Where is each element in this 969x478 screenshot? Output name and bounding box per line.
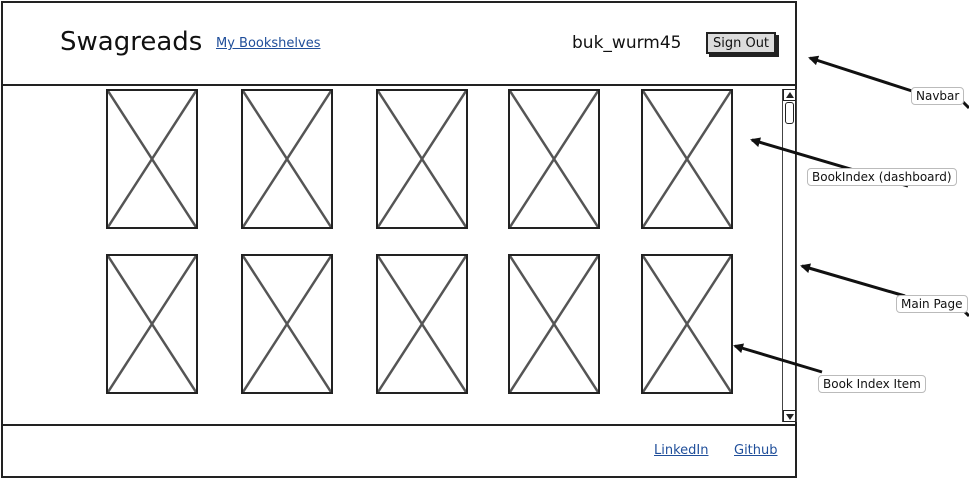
image-placeholder-icon [643, 91, 731, 227]
arrow-main-page [800, 263, 906, 298]
book-index-item[interactable] [376, 89, 468, 229]
image-placeholder-icon [510, 91, 598, 227]
navbar: Swagreads My Bookshelves buk_wurm45 Sign… [3, 3, 795, 86]
arrow-navbar [808, 55, 913, 93]
my-bookshelves-link[interactable]: My Bookshelves [216, 36, 321, 51]
main-page [3, 86, 797, 424]
scroll-up-icon[interactable] [783, 89, 796, 101]
book-index-item[interactable] [641, 254, 733, 394]
image-placeholder-icon [378, 256, 466, 392]
callout-book-index-item: Book Index Item [818, 375, 926, 393]
username-label: buk_wurm45 [572, 33, 682, 53]
image-placeholder-icon [243, 256, 331, 392]
image-placeholder-icon [510, 256, 598, 392]
book-index-item[interactable] [106, 254, 198, 394]
scroll-thumb[interactable] [785, 102, 794, 124]
sign-out-button[interactable]: Sign Out [706, 32, 776, 54]
book-index-item[interactable] [508, 89, 600, 229]
brand-logo[interactable]: Swagreads [60, 27, 203, 57]
book-index-item[interactable] [106, 89, 198, 229]
image-placeholder-icon [643, 256, 731, 392]
footer: LinkedIn Github [3, 424, 795, 478]
image-placeholder-icon [108, 91, 196, 227]
book-index-item[interactable] [641, 89, 733, 229]
main-scrollbar[interactable] [782, 89, 797, 422]
book-index-item[interactable] [241, 254, 333, 394]
arrow-navbar-tail [961, 100, 969, 110]
image-placeholder-icon [243, 91, 331, 227]
image-placeholder-icon [378, 91, 466, 227]
book-index-item[interactable] [376, 254, 468, 394]
scroll-down-icon[interactable] [783, 410, 796, 422]
book-index-item[interactable] [508, 254, 600, 394]
wireframe-frame: Swagreads My Bookshelves buk_wurm45 Sign… [1, 1, 797, 478]
callout-book-index: BookIndex (dashboard) [807, 168, 957, 186]
callout-main-page: Main Page [896, 295, 968, 313]
book-index-item[interactable] [241, 89, 333, 229]
github-link[interactable]: Github [734, 443, 778, 458]
linkedin-link[interactable]: LinkedIn [654, 443, 709, 458]
image-placeholder-icon [108, 256, 196, 392]
callout-navbar: Navbar [911, 87, 965, 105]
